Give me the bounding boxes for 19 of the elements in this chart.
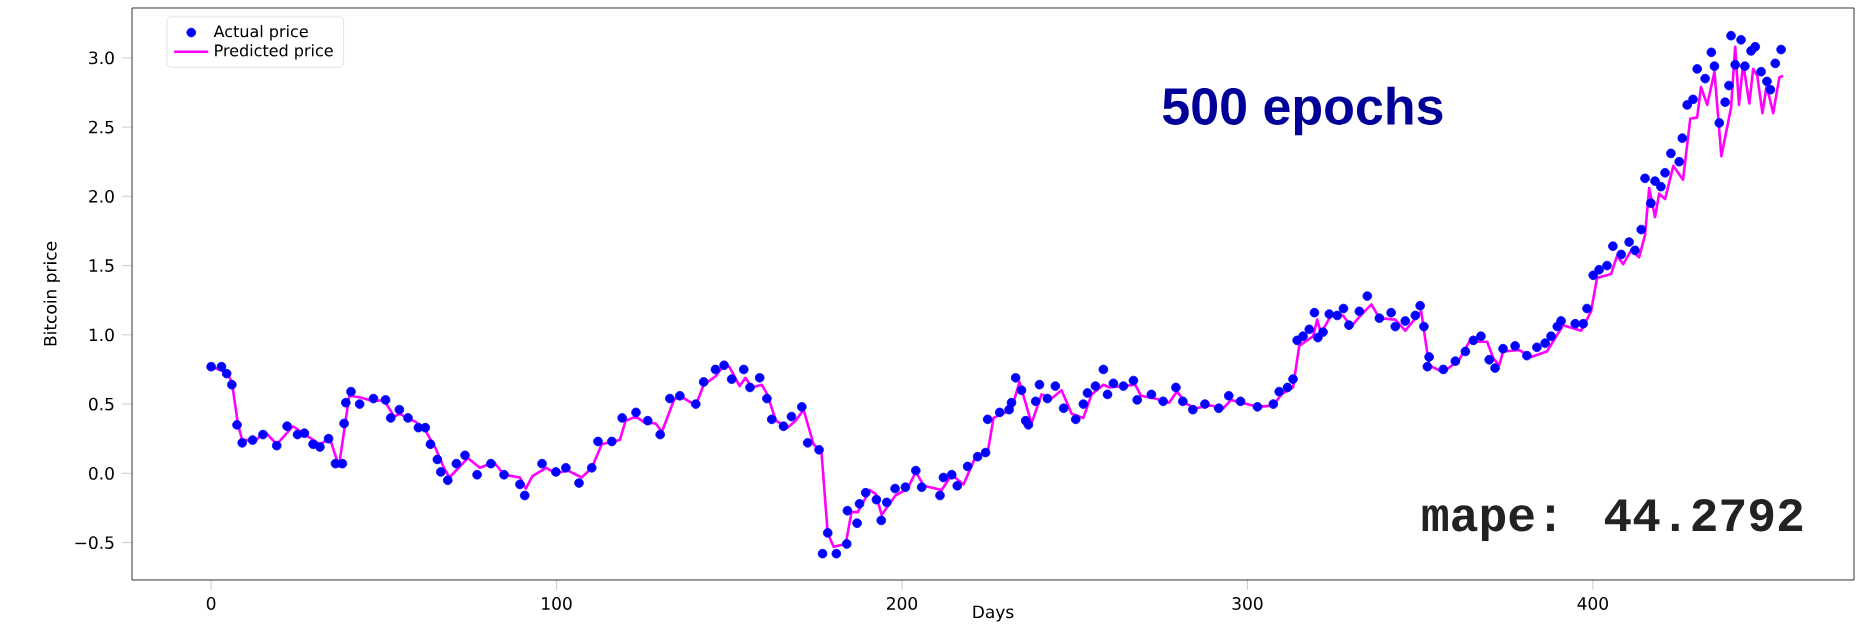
legend-label: Actual price — [213, 24, 308, 41]
y-tick-label: 0.0 — [89, 466, 114, 480]
y-tick-label: 2.0 — [89, 189, 114, 203]
y-tick-label: −0.5 — [75, 536, 114, 550]
y-tick-label: 2.5 — [89, 120, 114, 134]
x-tick-label: 100 — [542, 597, 572, 610]
x-tick-label: 400 — [1577, 597, 1608, 610]
annotation: 500 epochs — [1162, 86, 1443, 136]
x-axis-title: Days — [973, 605, 1014, 622]
y-axis-title: Bitcoin price — [43, 241, 60, 346]
y-tick-label: 1.0 — [89, 328, 114, 342]
x-tick-label: 300 — [1232, 597, 1263, 610]
y-tick-label: 3.0 — [89, 51, 114, 65]
x-tick-label: 0 — [206, 597, 216, 610]
y-tick-label: 1.5 — [89, 259, 114, 272]
y-tick-label: 0.5 — [89, 397, 114, 411]
legend-label: Predicted price — [215, 44, 333, 60]
annotation: mape: 44.2792 — [1422, 498, 1803, 541]
x-tick-label: 200 — [887, 597, 918, 610]
